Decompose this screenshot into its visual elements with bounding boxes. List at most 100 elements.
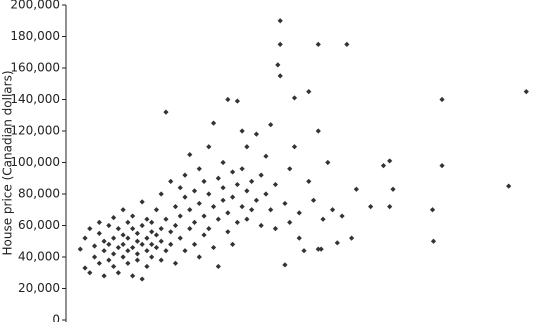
point <box>106 241 112 247</box>
point <box>368 204 374 210</box>
point <box>196 166 202 172</box>
point <box>158 226 164 232</box>
point <box>139 199 145 205</box>
point <box>201 232 207 238</box>
point <box>187 226 193 232</box>
point <box>101 273 107 279</box>
point <box>168 241 174 247</box>
point <box>353 186 359 192</box>
point <box>130 244 136 251</box>
point <box>215 263 221 270</box>
point <box>144 263 150 270</box>
point <box>287 219 293 225</box>
point <box>215 216 221 222</box>
point <box>134 230 140 236</box>
point <box>244 144 250 150</box>
point <box>210 204 217 210</box>
point <box>139 222 145 229</box>
point <box>96 219 102 225</box>
point <box>196 254 202 260</box>
y-tick-label: 40,000 <box>18 250 60 264</box>
point <box>349 235 355 241</box>
point <box>277 41 283 47</box>
point <box>163 216 169 222</box>
point <box>429 207 436 213</box>
point <box>125 235 131 241</box>
y-tick-label: 100,000 <box>10 155 60 169</box>
point <box>196 200 202 207</box>
point <box>272 226 279 232</box>
point <box>277 73 283 79</box>
point <box>210 120 217 126</box>
point <box>315 41 321 47</box>
point <box>315 246 321 252</box>
point <box>120 241 126 247</box>
point <box>291 95 298 101</box>
point <box>87 226 93 232</box>
point <box>282 200 288 207</box>
point <box>134 251 140 257</box>
point <box>82 265 88 271</box>
point <box>258 172 264 178</box>
y-tick-label: 180,000 <box>10 29 60 43</box>
y-tick-label: 20,000 <box>18 281 60 295</box>
point <box>210 244 217 251</box>
point <box>134 238 140 244</box>
point <box>111 251 117 257</box>
point <box>139 241 145 247</box>
point <box>163 248 169 254</box>
point <box>206 191 212 197</box>
point <box>101 238 107 244</box>
y-axis-label: House price (Canadian dollars) <box>1 70 15 255</box>
point <box>201 213 207 219</box>
point <box>144 216 150 222</box>
point <box>115 270 121 276</box>
point <box>187 207 193 213</box>
point <box>163 109 169 115</box>
point <box>182 172 188 178</box>
point <box>201 178 207 184</box>
point <box>230 241 236 247</box>
point <box>149 254 155 260</box>
point <box>96 230 102 236</box>
point <box>153 207 160 213</box>
point <box>125 260 131 266</box>
point <box>249 207 255 213</box>
point <box>130 213 136 219</box>
point <box>234 181 240 188</box>
point <box>168 178 174 184</box>
point <box>101 248 107 254</box>
point <box>191 219 198 225</box>
point <box>239 128 245 134</box>
point <box>249 178 255 184</box>
point <box>220 185 226 191</box>
point <box>430 238 437 244</box>
point <box>325 159 331 166</box>
point <box>106 222 112 229</box>
point <box>310 197 317 203</box>
y-tick-label: 160,000 <box>10 61 60 75</box>
point <box>230 169 236 175</box>
point <box>339 213 345 219</box>
y-tick-label: 80,000 <box>18 187 60 201</box>
point <box>144 235 150 241</box>
point <box>139 276 145 282</box>
point <box>320 216 326 222</box>
point <box>234 219 240 225</box>
point <box>130 273 136 279</box>
point <box>191 241 198 247</box>
point <box>439 163 445 169</box>
point <box>125 219 131 225</box>
point <box>206 144 212 150</box>
point <box>172 204 179 210</box>
point <box>134 257 140 263</box>
point <box>282 262 288 268</box>
point <box>230 194 236 200</box>
point <box>206 226 212 232</box>
point <box>272 181 279 188</box>
point <box>77 246 83 252</box>
point <box>130 226 136 232</box>
point <box>111 215 117 221</box>
